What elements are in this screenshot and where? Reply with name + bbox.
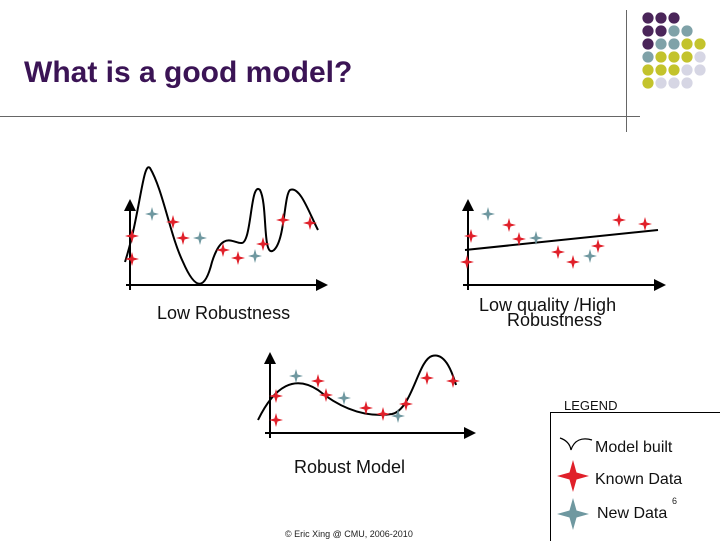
title-rule (0, 116, 640, 117)
known-data-marker (420, 371, 434, 385)
known-data-marker (399, 397, 413, 411)
decor-circle (681, 77, 693, 89)
decor-circle (655, 64, 667, 76)
decor-circle (694, 38, 706, 50)
known-data-marker (231, 251, 245, 265)
new-data-marker (529, 231, 543, 245)
known-data-marker (502, 218, 516, 232)
legend-known-data: Known Data (595, 471, 683, 488)
new-data-marker (391, 409, 405, 423)
decor-circle (668, 12, 680, 24)
vertical-rule (626, 10, 627, 132)
known-data-marker (303, 216, 317, 230)
decor-circle (668, 64, 680, 76)
decor-circle (668, 51, 680, 63)
known-data-marker (566, 255, 580, 269)
decor-circle (642, 77, 654, 89)
decor-circle (655, 38, 667, 50)
known-data-marker (638, 217, 652, 231)
new-data-marker (583, 249, 597, 263)
new-data-marker (481, 207, 495, 221)
known-data-marker (256, 237, 270, 251)
legend-model-built-icon (559, 437, 593, 451)
known-data-marker (464, 229, 478, 243)
known-data-marker (557, 460, 589, 492)
caption-robust-model: Robust Model (294, 457, 406, 477)
decor-circle (642, 64, 654, 76)
new-data-marker (337, 391, 351, 405)
known-data-marker (551, 245, 565, 259)
decor-circle (642, 51, 654, 63)
new-data-marker (557, 498, 589, 530)
decor-circle (668, 38, 680, 50)
copyright-footer: © Eric Xing @ CMU, 2006-2010 (285, 529, 413, 539)
legend-model-built: Model built (595, 439, 673, 456)
page-number: 6 (672, 496, 678, 506)
plot-low-quality-high-robustness (462, 199, 666, 291)
decor-circle (694, 64, 706, 76)
plot-low-robustness (124, 166, 328, 291)
known-data-marker (319, 388, 333, 402)
plot2-model-line (464, 229, 659, 251)
caption-low-robustness: Low Robustness (157, 303, 291, 323)
known-data-marker (125, 229, 139, 243)
legend-title: LEGEND (564, 398, 618, 413)
plot1-model-curve (124, 166, 319, 285)
plot-robust-model (257, 352, 476, 439)
plot3-model-curve (257, 354, 457, 421)
decor-circle (668, 77, 680, 89)
known-data-marker (216, 243, 230, 257)
decor-circle (655, 77, 667, 89)
decor-circle (681, 51, 693, 63)
decor-circle (681, 25, 693, 37)
known-data-marker (460, 255, 474, 269)
new-data-marker (289, 369, 303, 383)
decor-circle (642, 25, 654, 37)
caption-low-quality: Low quality /High (479, 295, 617, 315)
known-data-marker (359, 401, 373, 415)
decor-circle (642, 38, 654, 50)
decor-circle (681, 38, 693, 50)
legend-new-data: New Data (597, 505, 668, 522)
decor-circle (681, 64, 693, 76)
slide-title: What is a good model? (24, 56, 353, 89)
known-data-marker (276, 213, 290, 227)
known-data-marker (269, 389, 283, 403)
legend-box (550, 412, 720, 541)
known-data-marker (125, 252, 139, 266)
known-data-marker (166, 215, 180, 229)
known-data-marker (269, 413, 283, 427)
decor-circle (668, 25, 680, 37)
decor-circle (655, 25, 667, 37)
decor-circle (642, 12, 654, 24)
new-data-marker (193, 231, 207, 245)
decor-circle (694, 51, 706, 63)
known-data-marker (176, 231, 190, 245)
known-data-marker (612, 213, 626, 227)
caption-high-robustness: Robustness (507, 310, 603, 330)
decor-circle (655, 51, 667, 63)
known-data-marker (376, 407, 390, 421)
known-data-marker (512, 232, 526, 246)
decor-circle (655, 12, 667, 24)
new-data-marker (145, 207, 159, 221)
known-data-marker (446, 374, 460, 388)
known-data-marker (311, 374, 325, 388)
known-data-marker (591, 239, 605, 253)
new-data-marker (248, 249, 262, 263)
